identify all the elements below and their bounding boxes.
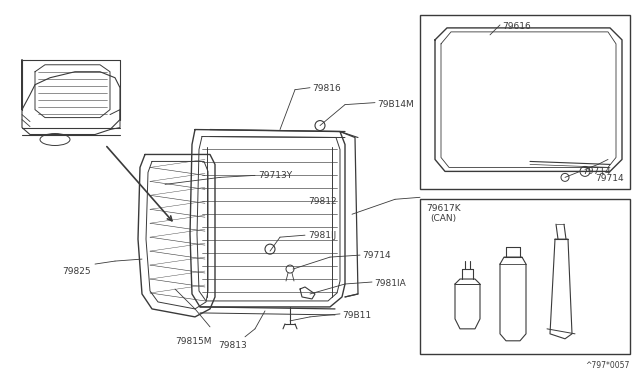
Text: 79617K: 79617K	[426, 204, 461, 213]
Text: ^797*0057: ^797*0057	[586, 361, 630, 370]
Text: 7981IJ: 7981IJ	[308, 231, 336, 240]
Text: 79713Y: 79713Y	[258, 171, 292, 180]
Bar	[420, 199, 630, 354]
Text: 79825: 79825	[62, 267, 91, 276]
Text: 79714: 79714	[582, 167, 611, 176]
Text: 79B14M: 79B14M	[377, 100, 413, 109]
Text: (CAN): (CAN)	[430, 214, 456, 223]
Bar	[420, 15, 630, 189]
Text: 79714: 79714	[595, 174, 623, 183]
Text: 79815M: 79815M	[175, 337, 211, 346]
Text: 79616: 79616	[502, 22, 531, 31]
Text: 7981IA: 7981IA	[374, 279, 406, 288]
Text: 79812: 79812	[308, 197, 337, 206]
Text: 79816: 79816	[312, 84, 340, 93]
Text: 79813: 79813	[218, 341, 247, 350]
Text: 79B11: 79B11	[342, 311, 371, 320]
Text: 79714: 79714	[362, 251, 390, 260]
